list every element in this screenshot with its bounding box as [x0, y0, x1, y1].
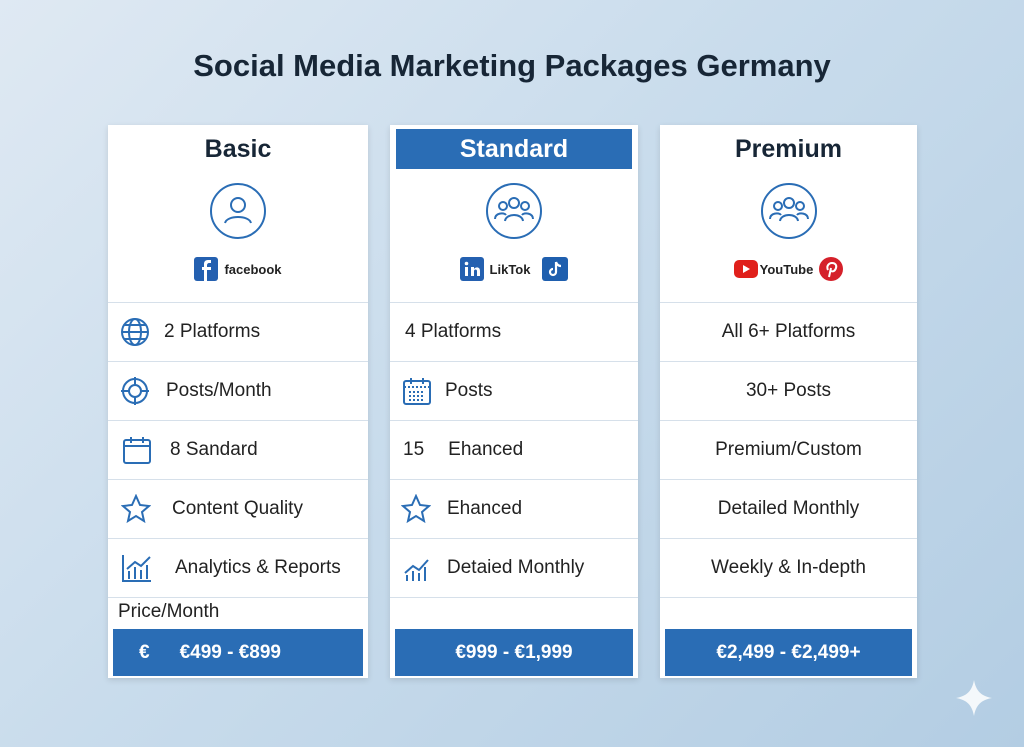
- globe-icon: [121, 318, 149, 346]
- feature: All 6+ Platforms: [721, 321, 856, 342]
- calendar-icon: [403, 378, 431, 405]
- feature-row: 2 Platforms: [108, 302, 368, 361]
- price-label: Price/Month: [118, 601, 220, 622]
- facebook-icon: [194, 257, 219, 281]
- brand-row: LikTok: [390, 257, 638, 281]
- feature: 2 Platforms: [164, 321, 261, 342]
- group-icon: [486, 183, 542, 239]
- brand-name: LikTok: [489, 261, 531, 277]
- feature-row: All 6+ Platforms: [660, 302, 917, 361]
- feature: Detaied Monthly: [447, 557, 585, 578]
- star-icon: [121, 494, 151, 524]
- feature: 4 Platforms: [405, 321, 502, 342]
- feature-row: 8 Sandard: [108, 420, 368, 479]
- feature: Weekly & In-depth: [711, 557, 866, 578]
- youtube-icon: [733, 260, 758, 278]
- feature: Content Quality: [172, 498, 303, 519]
- card-header: Premium YouTube: [660, 125, 917, 302]
- feature-row: 4 Platforms: [390, 302, 638, 361]
- feature-row: Detailed Monthly: [660, 479, 917, 538]
- feature-row: Weekly & In-depth: [660, 538, 917, 597]
- feature: Ehanced: [447, 498, 523, 519]
- feature-row: Ehanced: [390, 479, 638, 538]
- feature-row: Posts: [390, 361, 638, 420]
- title: Social Media Marketing Packages Germany: [193, 48, 831, 83]
- brand-row: YouTube: [660, 257, 917, 281]
- feature: Posts/Month: [166, 380, 272, 401]
- currency: €: [139, 641, 150, 663]
- price: €999 - €1,999: [455, 641, 573, 663]
- price-row: [390, 597, 638, 678]
- brand-name: facebook: [224, 261, 282, 277]
- price-row: [108, 597, 368, 678]
- card-basic: Basic facebook 2 Platforms Posts/Month 8…: [108, 125, 368, 678]
- tiktok-icon: [542, 257, 569, 281]
- sparkle: [956, 680, 992, 716]
- price-bar: €999 - €1,999: [395, 629, 633, 676]
- price-bar: € €499 - €899: [113, 629, 363, 676]
- package-name: Basic: [204, 135, 272, 163]
- price: €499 - €899: [179, 641, 281, 663]
- calendar-icon: [123, 437, 151, 464]
- chart-icon: [122, 555, 151, 582]
- feature: Analytics & Reports: [175, 557, 341, 578]
- linkedin-icon: [459, 257, 484, 281]
- feature-row: 30+ Posts: [660, 361, 917, 420]
- feature-number: 15: [403, 439, 425, 460]
- feature-row: Content Quality: [108, 479, 368, 538]
- feature: Ehanced: [448, 439, 524, 460]
- user-icon: [210, 183, 266, 239]
- card-premium: Premium YouTube All 6+ Platforms 30+ Pos…: [660, 125, 917, 678]
- feature-row: Posts/Month: [108, 361, 368, 420]
- group-icon: [760, 183, 817, 239]
- target-icon: [121, 377, 149, 405]
- chart-icon: [404, 559, 429, 581]
- feature-row: Detaied Monthly: [390, 538, 638, 597]
- brand-name: YouTube: [759, 261, 814, 277]
- feature: 8 Sandard: [170, 439, 258, 460]
- feature: Premium/Custom: [715, 439, 862, 460]
- feature: Posts: [445, 380, 493, 401]
- star-icon: [401, 494, 431, 524]
- price-row: [660, 597, 917, 678]
- card-standard: Standard LikTok 4 Platforms Posts 15 Ehan…: [390, 125, 638, 678]
- card-header: Standard LikTok: [390, 125, 638, 302]
- feature: 30+ Posts: [745, 380, 832, 401]
- card-header: Basic facebook: [108, 125, 368, 302]
- feature-row: Premium/Custom: [660, 420, 917, 479]
- brand-row: facebook: [108, 257, 368, 281]
- pinterest-icon: [819, 257, 844, 281]
- feature-row: Analytics & Reports: [108, 538, 368, 597]
- package-name: Premium: [735, 135, 842, 163]
- feature-row: 15 Ehanced: [390, 420, 638, 479]
- package-name: Standard: [396, 129, 632, 169]
- price-bar: €2,499 - €2,499+: [665, 629, 912, 676]
- feature: Detailed Monthly: [717, 498, 860, 519]
- price: €2,499 - €2,499+: [716, 641, 861, 663]
